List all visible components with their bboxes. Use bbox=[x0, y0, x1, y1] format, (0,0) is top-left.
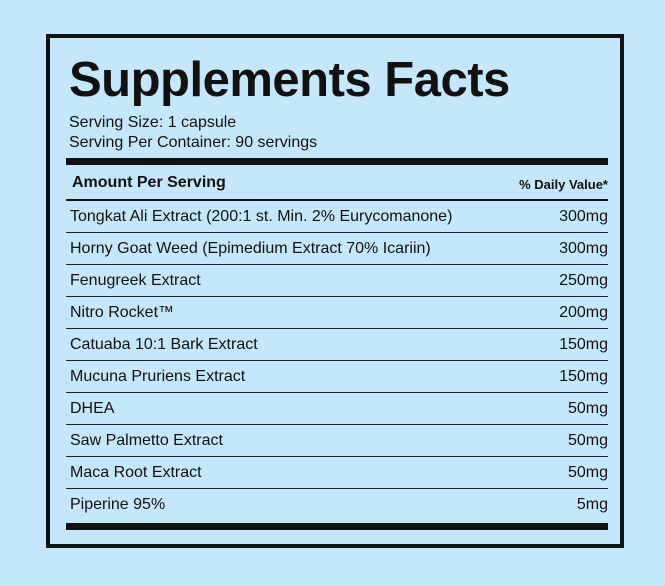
header-amount-per-serving: Amount Per Serving bbox=[72, 174, 226, 191]
ingredient-amount: 200mg bbox=[559, 304, 608, 321]
divider-thick-bottom bbox=[66, 523, 608, 530]
ingredient-name: Saw Palmetto Extract bbox=[70, 432, 223, 449]
servings-per-container: Serving Per Container: 90 servings bbox=[69, 134, 318, 151]
ingredient-name: Horny Goat Weed (Epimedium Extract 70% I… bbox=[70, 240, 431, 257]
ingredient-row: Piperine 95% 5mg bbox=[66, 489, 608, 521]
ingredient-row: DHEA 50mg bbox=[66, 393, 608, 425]
ingredient-amount: 150mg bbox=[559, 368, 608, 385]
ingredient-row: Maca Root Extract 50mg bbox=[66, 457, 608, 489]
ingredient-amount: 50mg bbox=[567, 464, 608, 481]
ingredient-amount: 5mg bbox=[576, 496, 608, 513]
ingredient-name: Catuaba 10:1 Bark Extract bbox=[70, 336, 258, 353]
ingredient-row: Fenugreek Extract 250mg bbox=[66, 265, 608, 297]
ingredient-row: Catuaba 10:1 Bark Extract 150mg bbox=[66, 329, 608, 361]
ingredient-amount: 50mg bbox=[567, 400, 608, 417]
ingredient-amount: 250mg bbox=[559, 272, 608, 289]
ingredient-name: DHEA bbox=[70, 400, 115, 417]
ingredient-name: Piperine 95% bbox=[70, 496, 166, 513]
ingredient-name: Nitro Rocket™ bbox=[70, 304, 175, 321]
ingredient-amount: 300mg bbox=[559, 208, 608, 225]
ingredient-row: Tongkat Ali Extract (200:1 st. Min. 2% E… bbox=[66, 201, 608, 233]
supplement-facts-panel: Supplements Facts Serving Size: 1 capsul… bbox=[46, 34, 624, 548]
ingredient-name: Fenugreek Extract bbox=[70, 272, 201, 289]
ingredient-list: Tongkat Ali Extract (200:1 st. Min. 2% E… bbox=[66, 201, 608, 521]
ingredient-name: Maca Root Extract bbox=[70, 464, 202, 481]
ingredient-amount: 150mg bbox=[559, 336, 608, 353]
divider-thick-top bbox=[66, 158, 608, 165]
ingredient-row: Mucuna Pruriens Extract 150mg bbox=[66, 361, 608, 393]
table-header: Amount Per Serving % Daily Value* bbox=[66, 165, 608, 201]
header-daily-value: % Daily Value* bbox=[519, 177, 608, 192]
ingredient-name: Mucuna Pruriens Extract bbox=[70, 368, 246, 385]
ingredient-row: Horny Goat Weed (Epimedium Extract 70% I… bbox=[66, 233, 608, 265]
ingredient-amount: 300mg bbox=[559, 240, 608, 257]
ingredient-row: Nitro Rocket™ 200mg bbox=[66, 297, 608, 329]
ingredient-name: Tongkat Ali Extract (200:1 st. Min. 2% E… bbox=[70, 208, 453, 225]
ingredient-row: Saw Palmetto Extract 50mg bbox=[66, 425, 608, 457]
serving-size: Serving Size: 1 capsule bbox=[69, 114, 237, 131]
ingredient-amount: 50mg bbox=[567, 432, 608, 449]
panel-title: Supplements Facts bbox=[69, 53, 510, 107]
